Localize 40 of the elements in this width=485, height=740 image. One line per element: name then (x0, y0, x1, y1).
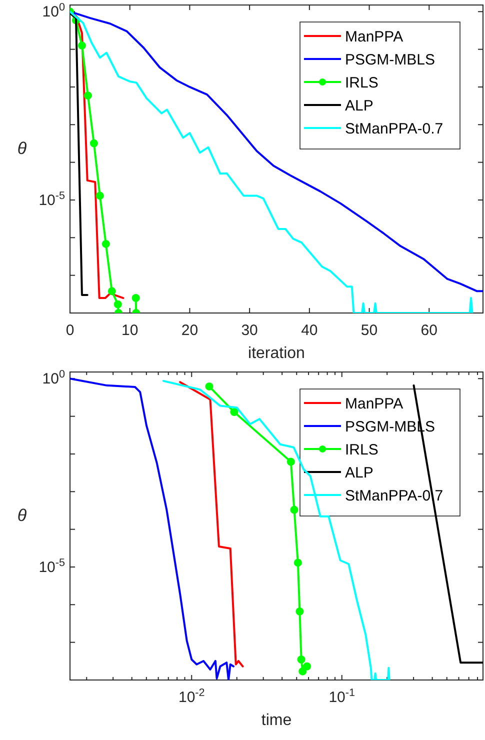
x-tick-label: 40 (301, 322, 318, 339)
point (102, 240, 110, 248)
point (294, 558, 302, 567)
x-tick-label: 10$^{-2}$ (178, 687, 205, 706)
legend-label: IRLS (345, 74, 378, 92)
point (286, 458, 295, 466)
legend-label: PSGM-MBLS (345, 52, 436, 68)
x-tick-label: 30 (241, 322, 258, 339)
x-tick-label: 10$^{-1}$ (328, 687, 356, 706)
x-axis-title: time (261, 712, 292, 729)
point (302, 662, 311, 670)
legend-label: ManPPA (345, 396, 404, 412)
point (96, 192, 104, 200)
y-tick-label: 10$^{0}$ (42, 2, 65, 21)
point (297, 656, 306, 664)
point (78, 42, 86, 50)
point (290, 506, 298, 514)
y-tick-label: 10$^{-5}$ (38, 556, 65, 576)
legend-label: IRLS (345, 442, 378, 458)
legend-label: ALP (345, 464, 374, 482)
point (114, 300, 122, 308)
y-tick-label: 10$^{0}$ (42, 368, 65, 388)
point (296, 607, 304, 616)
legend-label: ALP (345, 98, 374, 114)
legend-label: ManPPA (345, 28, 404, 46)
x-tick-label: 10 (122, 322, 138, 339)
x-tick-label: 50 (360, 322, 378, 339)
y-axis-title: θ (17, 139, 28, 158)
x-axis-title: iteration (248, 345, 305, 362)
legend-label: StManPPA-0.7 (345, 120, 444, 138)
point (132, 294, 140, 302)
point (84, 92, 92, 100)
point (90, 139, 98, 148)
x-tick-label: 20 (181, 322, 198, 339)
y-tick-label: 10$^{-5}$ (38, 190, 65, 209)
x-tick-label: 60 (420, 322, 438, 339)
point (298, 667, 307, 676)
y-axis-title: θ (17, 506, 28, 525)
x-tick-label: 0 (66, 322, 74, 339)
point (108, 287, 116, 296)
